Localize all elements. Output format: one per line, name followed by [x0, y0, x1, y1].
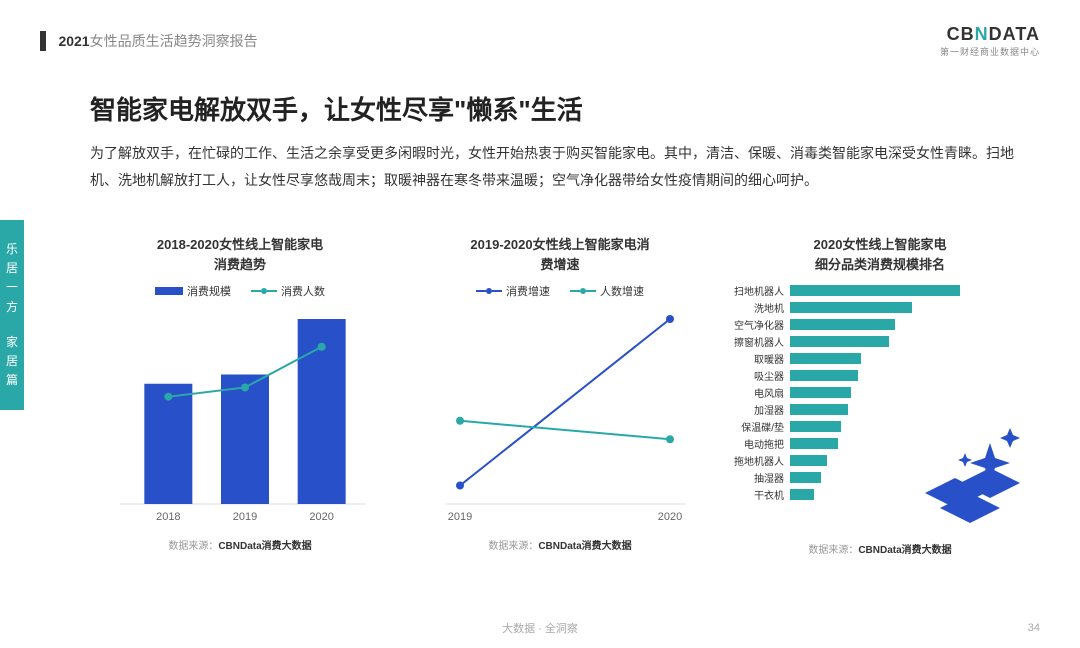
hbar-label: 加湿器	[730, 402, 790, 417]
chart-3-title: 2020女性线上智能家电细分品类消费规模排名	[814, 235, 947, 275]
legend-item: 人数增速	[570, 283, 644, 299]
sidebar-section-2: 家居篇	[4, 325, 20, 399]
svg-text:2020: 2020	[309, 511, 333, 523]
svg-text:2019: 2019	[448, 511, 472, 523]
hbar-label: 电风扇	[730, 385, 790, 400]
hbar-row: 电风扇	[730, 385, 1030, 399]
logo-sub: 第一财经商业数据中心	[940, 45, 1040, 58]
hbar-label: 取暖器	[730, 351, 790, 366]
hbar-label: 擦窗机器人	[730, 334, 790, 349]
legend-label: 人数增速	[600, 283, 644, 299]
hbar-bar	[790, 370, 858, 381]
legend-swatch-bar	[155, 287, 183, 295]
hbar-bar	[790, 319, 895, 330]
legend-swatch-line	[570, 288, 596, 294]
chart-1: 2018-2020女性线上智能家电消费趋势 消费规模 消费人数 2018 2019…	[90, 235, 390, 556]
hbar-row: 取暖器	[730, 351, 1030, 365]
logo: CBNDATA 第一财经商业数据中心	[940, 24, 1040, 58]
legend-swatch-line	[476, 288, 502, 294]
hbar-label: 干衣机	[730, 487, 790, 502]
chart-3: 2020女性线上智能家电细分品类消费规模排名 扫地机器人洗地机空气净化器擦窗机器…	[730, 235, 1030, 556]
chart-3-source: 数据来源：CBNData消费大数据	[808, 541, 951, 556]
hbar-row: 擦窗机器人	[730, 334, 1030, 348]
hbar-label: 扫地机器人	[730, 283, 790, 298]
sidebar-tab: 乐居一方 家居篇	[0, 220, 24, 410]
hbar-row: 扫地机器人	[730, 283, 1030, 297]
chart-2-svg: 2019 2020	[410, 309, 710, 529]
legend-item: 消费规模	[155, 283, 231, 299]
hbar-row: 吸尘器	[730, 368, 1030, 382]
hbar-label: 洗地机	[730, 300, 790, 315]
svg-text:2019: 2019	[233, 511, 257, 523]
legend-swatch-line	[251, 288, 277, 294]
hbar-bar	[790, 489, 814, 500]
hbar-bar	[790, 336, 889, 347]
chart-2-source: 数据来源：CBNData消费大数据	[488, 537, 631, 552]
legend-label: 消费人数	[281, 283, 325, 299]
chart-1-title: 2018-2020女性线上智能家电消费趋势	[157, 235, 323, 275]
svg-text:2020: 2020	[658, 511, 682, 523]
header-text: 2021女性品质生活趋势洞察报告	[58, 33, 257, 49]
hbar-label: 空气净化器	[730, 317, 790, 332]
chart-2-legend: 消费增速 人数增速	[476, 283, 644, 299]
decoration-icon	[910, 413, 1040, 523]
page-title: 智能家电解放双手，让女性尽享"懒系"生活	[90, 90, 583, 127]
hbar-label: 保温碟/垫	[730, 419, 790, 434]
hbar-label: 电动拖把	[730, 436, 790, 451]
legend-label: 消费规模	[187, 283, 231, 299]
hbar-row: 空气净化器	[730, 317, 1030, 331]
hbar-label: 抽湿器	[730, 470, 790, 485]
chart-2: 2019-2020女性线上智能家电消费增速 消费增速 人数增速 2019 2020…	[410, 235, 710, 556]
sidebar-section-1: 乐居一方	[4, 232, 20, 325]
chart-1-svg: 2018 2019 2020	[90, 309, 390, 529]
hbar-label: 吸尘器	[730, 368, 790, 383]
hbar-row: 洗地机	[730, 300, 1030, 314]
header-accent-bar	[40, 31, 46, 51]
chart-2-title: 2019-2020女性线上智能家电消费增速	[470, 235, 649, 275]
chart-1-source: 数据来源：CBNData消费大数据	[168, 537, 311, 552]
svg-text:2018: 2018	[156, 511, 180, 523]
hbar-bar	[790, 302, 912, 313]
legend-label: 消费增速	[506, 283, 550, 299]
header-left: 2021女性品质生活趋势洞察报告	[40, 31, 258, 52]
hbar-label: 拖地机器人	[730, 453, 790, 468]
charts-row: 2018-2020女性线上智能家电消费趋势 消费规模 消费人数 2018 2019…	[90, 235, 1030, 556]
hbar-bar	[790, 438, 838, 449]
hbar-bar	[790, 421, 841, 432]
header: 2021女性品质生活趋势洞察报告 CBNDATA 第一财经商业数据中心	[40, 24, 1040, 58]
page-number: 34	[1028, 622, 1040, 634]
legend-item: 消费增速	[476, 283, 550, 299]
chart-3-area: 扫地机器人洗地机空气净化器擦窗机器人取暖器吸尘器电风扇加湿器保温碟/垫电动拖把拖…	[730, 283, 1030, 533]
page-description: 为了解放双手，在忙碌的工作、生活之余享受更多闲暇时光，女性开始热衷于购买智能家电…	[90, 140, 1020, 193]
chart-1-legend: 消费规模 消费人数	[155, 283, 325, 299]
hbar-bar	[790, 404, 848, 415]
footer-text: 大数据 · 全洞察	[0, 620, 1080, 636]
chart-1-area: 2018 2019 2020	[90, 309, 390, 529]
hbar-bar	[790, 455, 827, 466]
logo-main: CBNDATA	[940, 24, 1040, 45]
chart-2-area: 2019 2020	[410, 309, 710, 529]
hbar-bar	[790, 353, 861, 364]
hbar-bar	[790, 472, 821, 483]
hbar-bar	[790, 387, 851, 398]
hbar-bar	[790, 285, 960, 296]
legend-item: 消费人数	[251, 283, 325, 299]
